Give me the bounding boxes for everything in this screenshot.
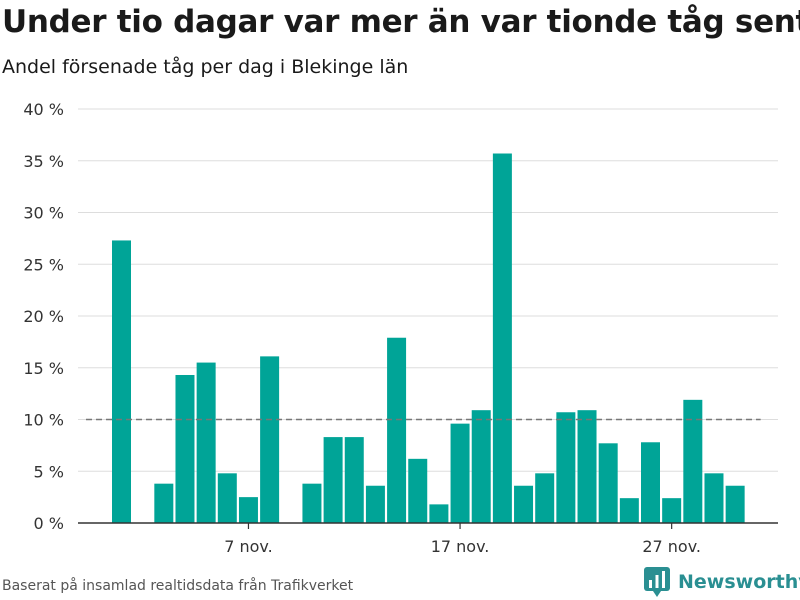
bar bbox=[112, 240, 131, 523]
y-tick-label: 5 % bbox=[34, 462, 64, 481]
bar bbox=[514, 485, 534, 523]
bar bbox=[471, 410, 491, 523]
y-tick-label: 35 % bbox=[23, 152, 64, 171]
bar bbox=[175, 374, 195, 523]
bar bbox=[260, 356, 280, 523]
x-axis-ticks: 7 nov. 17 nov. 27 nov. bbox=[224, 523, 701, 556]
bar bbox=[492, 153, 512, 523]
chart-title: Under tio dagar var mer än var tionde tå… bbox=[2, 4, 800, 40]
brand-name: Newsworthy bbox=[678, 571, 800, 593]
bar bbox=[619, 498, 639, 523]
y-tick-label: 0 % bbox=[34, 514, 64, 533]
bar bbox=[154, 483, 174, 523]
bar bbox=[598, 443, 618, 523]
bar bbox=[196, 362, 216, 523]
x-tick-label: 27 nov. bbox=[642, 537, 701, 556]
bar bbox=[535, 473, 555, 523]
bar bbox=[450, 423, 470, 523]
bar bbox=[365, 485, 385, 523]
y-tick-label: 15 % bbox=[23, 359, 64, 378]
bar bbox=[725, 485, 745, 523]
y-axis-ticks: 0 % 5 % 10 % 15 % 20 % 25 % 30 % 35 % 40 % bbox=[23, 100, 64, 533]
bar bbox=[238, 497, 258, 523]
bar bbox=[556, 412, 576, 523]
bar bbox=[217, 473, 237, 523]
y-tick-label: 20 % bbox=[23, 307, 64, 326]
bar bbox=[429, 504, 449, 523]
bar bbox=[662, 498, 682, 523]
y-tick-label: 25 % bbox=[23, 255, 64, 274]
bar bbox=[577, 410, 597, 523]
bar bbox=[641, 442, 660, 523]
y-tick-label: 10 % bbox=[23, 411, 64, 430]
bar bbox=[302, 483, 322, 523]
bar bbox=[408, 458, 428, 523]
y-tick-label: 30 % bbox=[23, 204, 64, 223]
chart-subtitle: Andel försenade tåg per dag i Blekinge l… bbox=[2, 56, 409, 78]
bar bbox=[387, 337, 407, 523]
bar bbox=[683, 399, 703, 523]
bar bbox=[323, 437, 343, 523]
bar-chart-logo-icon bbox=[644, 567, 670, 597]
bar bbox=[344, 437, 364, 523]
bar bbox=[704, 473, 724, 523]
brand-logo[interactable]: Newsworthy bbox=[644, 567, 800, 597]
y-tick-label: 40 % bbox=[23, 100, 64, 119]
x-tick-label: 17 nov. bbox=[431, 537, 490, 556]
source-note: Baserat på insamlad realtidsdata från Tr… bbox=[2, 578, 354, 594]
bars bbox=[112, 153, 745, 523]
x-tick-label: 7 nov. bbox=[224, 537, 273, 556]
